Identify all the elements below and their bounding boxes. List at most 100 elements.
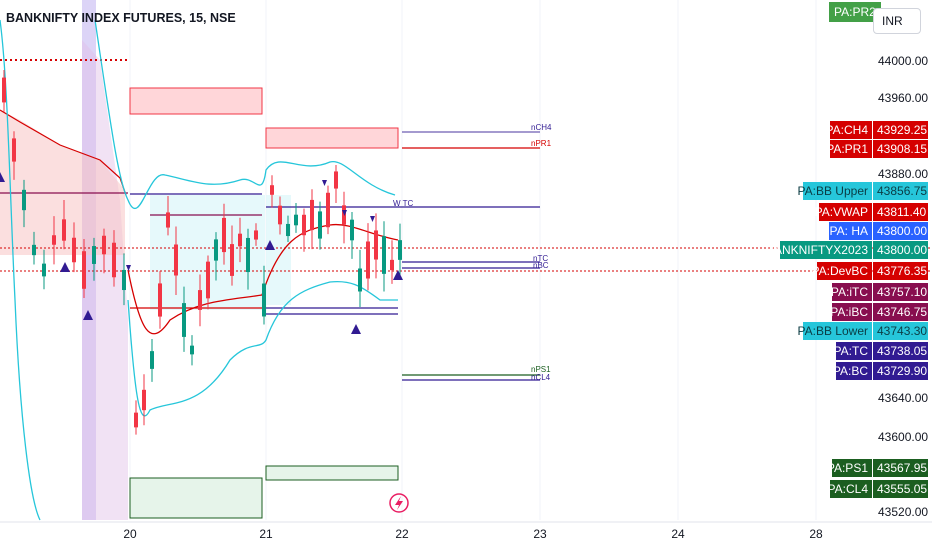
candle-body [390, 259, 394, 271]
price-tag-value: 43555.05 [873, 480, 928, 498]
price-tag-value: 43800.00 [873, 222, 928, 240]
candle-body [294, 214, 298, 226]
price-tick: 43880.00 [878, 167, 928, 181]
price-tag-label: BANKNIFTYX2023 [766, 241, 872, 259]
price-tag-label: PA:CH4 [826, 121, 872, 139]
candle-body [398, 240, 402, 260]
candle-body [82, 251, 86, 289]
candle-body [12, 138, 16, 162]
price-tag-value: 43856.75 [873, 182, 928, 200]
price-tag-value: 43743.30 [873, 322, 928, 340]
candle-body [246, 237, 250, 273]
candle-body [214, 239, 218, 261]
price-tag-label: PA:BC [833, 362, 872, 380]
candle-body [22, 189, 26, 211]
time-tick: 21 [259, 527, 273, 541]
candlesticks [2, 69, 402, 435]
price-tag-value: 43738.05 [873, 342, 928, 360]
volume-profile-band [82, 0, 96, 520]
price-tag-label: PA:PR1 [826, 140, 872, 158]
price-tag-value: 43757.10 [873, 283, 928, 301]
price-tag-value: 43567.95 [873, 459, 928, 477]
candle-body [230, 244, 234, 276]
pa-pr2-badge: PA:PR2 [829, 2, 881, 22]
candle-body [334, 171, 338, 189]
candle-body [122, 269, 126, 291]
price-tick: 43520.00 [878, 505, 928, 519]
price-tag-label: PA:TC [834, 342, 872, 360]
currency-selector[interactable]: INR [873, 8, 921, 34]
price-tag-label: PA: HA [829, 222, 872, 240]
candle-body [134, 412, 138, 428]
time-tick: 24 [671, 527, 685, 541]
supply-zone [129, 87, 263, 115]
candle-body [198, 290, 202, 310]
candle-body [2, 77, 6, 103]
price-tag-label: PA:PS1 [827, 459, 872, 477]
price-tick: 43600.00 [878, 430, 928, 444]
candle-body [286, 223, 290, 237]
label-wtc: W TC [393, 199, 414, 208]
time-tick: 20 [123, 527, 137, 541]
label-ntc: nTC [533, 254, 548, 263]
candle-body [302, 214, 306, 236]
price-tag-label: PA:DevBC [812, 262, 872, 280]
candle-body [72, 237, 76, 263]
price-tag-label: PA:CL4 [828, 480, 872, 498]
label-ncl4: nCL4 [531, 373, 551, 382]
time-tick: 28 [809, 527, 823, 541]
demand-zone [129, 477, 263, 519]
candle-body [326, 192, 330, 228]
time-tick: 23 [533, 527, 547, 541]
candle-body [142, 389, 146, 411]
price-tag-label: PA:VWAP [815, 203, 872, 221]
candle-body [52, 235, 56, 245]
candle-body [42, 263, 46, 277]
price-tag-label: PA:iBC [830, 303, 872, 321]
candle-body [270, 185, 274, 195]
price-tag-label: PA:BB Upper [798, 182, 872, 200]
candle-body [358, 268, 362, 292]
label-nbc: nBC [533, 261, 549, 270]
candle-body [254, 230, 258, 240]
candle-body [318, 211, 322, 239]
price-tag-value: 43811.40 [873, 203, 928, 221]
candle-body [310, 199, 314, 231]
price-tag-value: 43908.15 [873, 140, 928, 158]
label-nch4: nCH4 [531, 123, 552, 132]
label-nps1: nPS1 [531, 365, 551, 374]
candle-body [150, 351, 154, 369]
vwap-area [0, 110, 125, 255]
candle-body [62, 219, 66, 241]
chart-title: BANKNIFTY INDEX FUTURES, 15, NSE [6, 11, 236, 25]
candle-body [222, 217, 226, 253]
candle-body [92, 246, 96, 264]
price-tag-value: 43776.35 [873, 262, 928, 280]
price-tag-value: 43746.75 [873, 303, 928, 321]
candle-body [262, 283, 266, 317]
candle-body [166, 212, 170, 228]
candle-body [382, 236, 386, 274]
candle-body [206, 261, 210, 299]
candle-body [366, 241, 370, 279]
price-tick: 43960.00 [878, 91, 928, 105]
price-tag-value: 43800.00 [873, 241, 928, 259]
candle-body [374, 230, 378, 260]
flash-icon[interactable] [389, 493, 409, 513]
candle-body [350, 219, 354, 241]
candle-body [112, 242, 116, 278]
candle-body [342, 205, 346, 225]
candle-body [238, 233, 242, 247]
candle-body [190, 345, 194, 355]
candle-body [278, 205, 282, 225]
candle-body [158, 283, 162, 317]
candle-body [182, 303, 186, 337]
price-tag-label: PA:iTC [831, 283, 872, 301]
price-tag-label: PA:BB Lower [798, 322, 872, 340]
price-tick: 43640.00 [878, 391, 928, 405]
time-tick: 22 [395, 527, 409, 541]
price-tag-value: 43729.90 [873, 362, 928, 380]
price-tag-value: 43929.25 [873, 121, 928, 139]
price-tick: 44000.00 [878, 54, 928, 68]
